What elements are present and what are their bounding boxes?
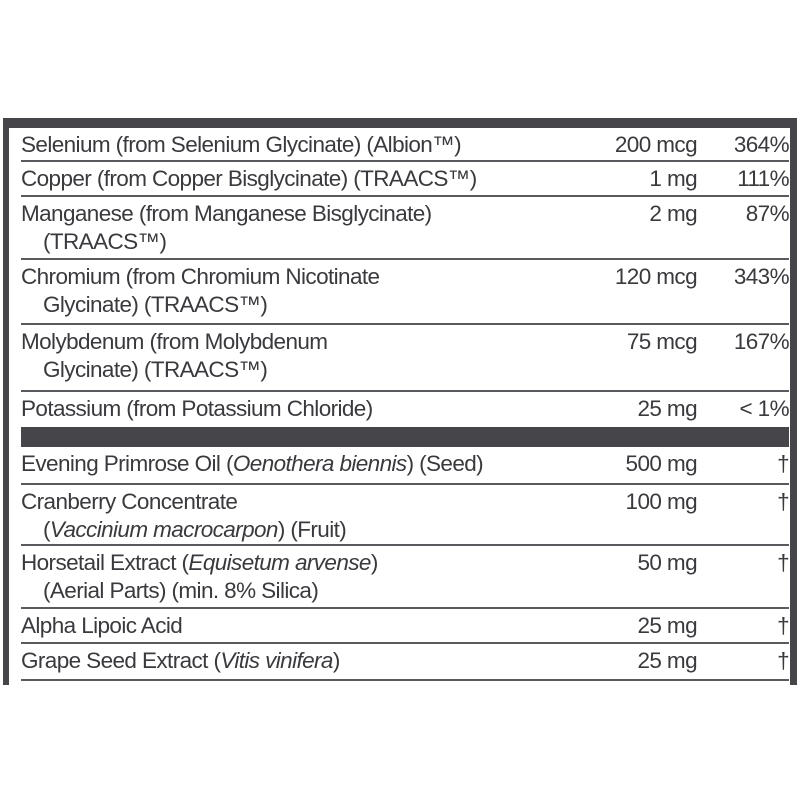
daily-value: 87% <box>745 201 790 226</box>
ingredient-amount: 1 mg <box>649 166 697 191</box>
latin-name: Vitis vinifera <box>220 648 333 673</box>
latin-name: Vaccinium macrocarpon <box>49 517 279 542</box>
table-row: Copper (from Copper Bisglycinate) (TRAAC… <box>21 162 790 197</box>
table-row: Chromium (from Chromium Nicotinate Glycin… <box>21 260 790 325</box>
name-text: Evening Primrose Oil ( <box>21 451 233 476</box>
ingredient-name: Selenium (from Selenium Glycinate) (Albi… <box>21 132 462 157</box>
ingredient-amount: 200 mcg <box>614 132 698 157</box>
ingredient-name: Molybdenum (from Molybdenum Glycinate) (T… <box>21 328 328 384</box>
section-divider-bar <box>21 427 789 447</box>
ingredient-name: Alpha Lipoic Acid <box>21 613 183 638</box>
ingredient-amount: 25 mg <box>637 396 697 421</box>
ingredient-name: Evening Primrose Oil (Oenothera biennis)… <box>21 450 484 478</box>
name-line-1: Molybdenum (from Molybdenum <box>21 329 328 354</box>
table-row: Selenium (from Selenium Glycinate) (Albi… <box>21 128 790 162</box>
name-line-2: Glycinate) (TRAACS™) <box>43 357 268 382</box>
ingredient-name: Cranberry Concentrate (Vaccinium macrocar… <box>21 488 347 544</box>
table-row: Manganese (from Manganese Bisglycinate) (… <box>21 197 790 260</box>
ingredient-amount: 75 mcg <box>626 329 698 354</box>
daily-value: 364% <box>733 132 790 157</box>
ingredient-amount: 100 mg <box>625 489 698 514</box>
ingredient-name: Copper (from Copper Bisglycinate) (TRAAC… <box>21 166 477 191</box>
table-row: Horsetail Extract (Equisetum arvense) (Ae… <box>21 546 790 609</box>
ingredient-name: Grape Seed Extract (Vitis vinifera) <box>21 647 340 675</box>
ingredient-name: Manganese (from Manganese Bisglycinate) (… <box>21 200 432 256</box>
ingredient-amount: 25 mg <box>637 648 697 673</box>
daily-value-dagger: † <box>777 550 790 575</box>
daily-value: 111% <box>737 166 789 191</box>
ingredient-amount: 120 mcg <box>614 264 698 289</box>
supplement-facts-panel: Selenium (from Selenium Glycinate) (Albi… <box>3 118 797 685</box>
name-text: Cranberry Concentrate <box>21 489 238 514</box>
name-text: ) (Seed) <box>406 451 484 476</box>
latin-name: Oenothera biennis <box>232 451 407 476</box>
daily-value-dagger: † <box>777 648 790 673</box>
daily-value-dagger: † <box>777 613 790 638</box>
table-row: Alpha Lipoic Acid 25 mg † <box>21 609 790 644</box>
daily-value: 167% <box>733 329 790 354</box>
name-text: ) (Fruit) <box>277 517 347 542</box>
daily-value-dagger: † <box>777 489 790 514</box>
ingredient-amount: 500 mg <box>625 451 698 476</box>
name-text: Horsetail Extract ( <box>21 550 189 575</box>
table-row: Potassium (from Potassium Chloride) 25 m… <box>21 392 790 425</box>
table-row: Cranberry Concentrate (Vaccinium macrocar… <box>21 485 790 546</box>
ingredient-name: Chromium (from Chromium Nicotinate Glycin… <box>21 263 380 319</box>
name-text: ( <box>43 517 50 542</box>
ingredient-amount: 50 mg <box>637 550 697 575</box>
daily-value-dagger: † <box>777 451 790 476</box>
name-line-1: Manganese (from Manganese Bisglycinate) <box>21 201 432 226</box>
latin-name: Equisetum arvense <box>188 550 371 575</box>
ingredient-name: Potassium (from Potassium Chloride) <box>21 396 373 421</box>
table-row: Evening Primrose Oil (Oenothera biennis)… <box>21 447 790 485</box>
ingredient-name: Horsetail Extract (Equisetum arvense) (Ae… <box>21 549 378 605</box>
name-line-2: Glycinate) (TRAACS™) <box>43 292 268 317</box>
daily-value: 343% <box>733 264 790 289</box>
name-line-1: Chromium (from Chromium Nicotinate <box>21 264 380 289</box>
name-text: ) <box>370 550 378 575</box>
ingredient-amount: 25 mg <box>637 613 697 638</box>
name-line-2: (TRAACS™) <box>43 229 167 254</box>
name-text: ) <box>332 648 340 673</box>
name-line-2: (Aerial Parts) (min. 8% Silica) <box>43 578 319 603</box>
name-text: Grape Seed Extract ( <box>21 648 221 673</box>
table-row: Molybdenum (from Molybdenum Glycinate) (T… <box>21 325 790 392</box>
table-row: Grape Seed Extract (Vitis vinifera) 25 m… <box>21 644 790 681</box>
ingredient-amount: 2 mg <box>649 201 697 226</box>
daily-value: < 1% <box>739 396 789 421</box>
